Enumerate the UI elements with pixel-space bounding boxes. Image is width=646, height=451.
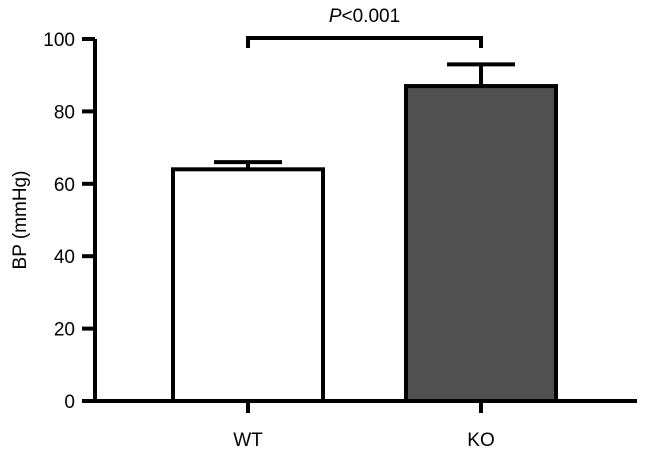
significance-bracket: [246, 36, 483, 48]
y-axis: 0 20 40 60 80 100: [43, 30, 97, 413]
x-tick-label-wt: WT: [233, 430, 263, 451]
annotations: P<0.001: [246, 6, 483, 48]
bar-ko: [404, 84, 558, 403]
y-axis-label: BP (mmHg): [10, 171, 31, 270]
y-tick-label: 60: [54, 175, 75, 196]
error-bars: [214, 62, 515, 170]
significance-label-value: <0.001: [342, 6, 401, 27]
x-axis: WT KO: [93, 399, 637, 451]
y-tick-label: 40: [54, 247, 75, 268]
significance-label-p: P: [329, 6, 342, 27]
y-tick-label: 80: [54, 102, 75, 123]
bars: [171, 84, 558, 403]
y-tick-label: 0: [64, 392, 75, 413]
y-tick-label: 20: [54, 320, 75, 341]
bar-wt: [171, 167, 325, 403]
significance-label: P<0.001: [329, 6, 400, 27]
y-tick-label: 100: [43, 30, 75, 51]
x-tick-label-ko: KO: [467, 430, 494, 451]
